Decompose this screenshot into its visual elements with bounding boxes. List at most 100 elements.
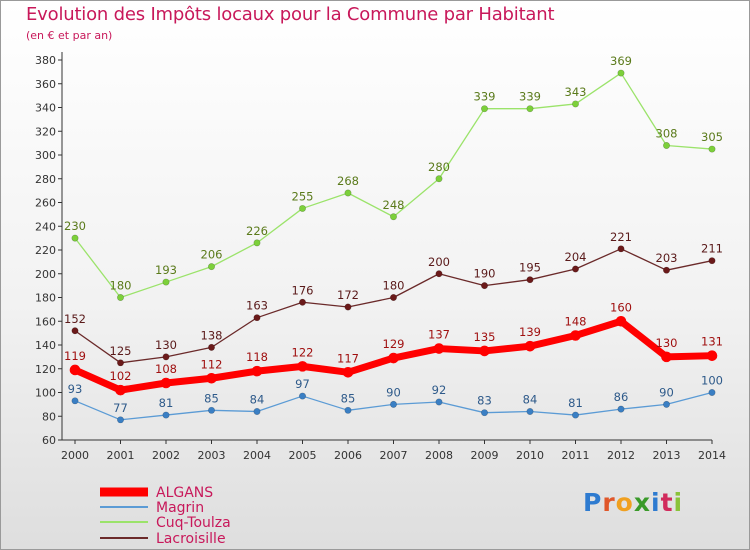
data-label: 77 <box>113 401 128 415</box>
data-point <box>162 353 170 361</box>
y-tick-label: 300 <box>35 149 56 162</box>
data-label: 93 <box>68 382 83 396</box>
data-label: 204 <box>565 250 587 264</box>
data-label: 206 <box>201 248 223 262</box>
data-label: 117 <box>337 351 359 365</box>
data-label: 339 <box>519 90 541 104</box>
data-point <box>617 405 625 413</box>
data-label: 308 <box>656 127 678 141</box>
data-label: 135 <box>474 330 496 344</box>
data-label: 148 <box>565 315 587 329</box>
data-label: 130 <box>155 338 177 352</box>
data-point <box>115 384 126 396</box>
data-point <box>662 266 670 274</box>
x-tick-label: 2001 <box>107 449 135 462</box>
data-point <box>117 416 125 424</box>
y-tick-label: 320 <box>35 125 56 138</box>
data-point <box>435 398 443 406</box>
data-label: 131 <box>701 335 723 349</box>
y-tick-label: 340 <box>35 102 56 115</box>
data-label: 163 <box>246 299 268 313</box>
data-label: 190 <box>474 267 496 281</box>
data-label: 305 <box>701 130 723 144</box>
data-label: 85 <box>204 391 219 405</box>
x-tick-label: 2003 <box>198 449 226 462</box>
data-point <box>297 361 308 372</box>
data-label: 180 <box>383 279 405 293</box>
x-tick-label: 2013 <box>653 449 681 462</box>
data-point <box>253 314 261 322</box>
logo-letter: i <box>673 488 684 517</box>
data-point <box>708 257 716 265</box>
legend-label: Cuq-Toulza <box>156 515 231 531</box>
y-tick-label: 120 <box>35 363 56 376</box>
data-point <box>570 330 581 341</box>
x-tick-label: 2005 <box>289 449 317 462</box>
data-label: 81 <box>159 396 174 410</box>
data-label: 83 <box>477 394 492 408</box>
data-label: 343 <box>565 85 587 99</box>
logo-letter: P <box>583 488 603 517</box>
x-tick-label: 2010 <box>516 449 544 462</box>
data-point <box>435 175 443 183</box>
data-label: 102 <box>110 369 132 383</box>
data-point <box>69 364 81 376</box>
data-label: 138 <box>201 328 223 342</box>
data-point <box>571 411 579 419</box>
data-point <box>479 345 490 357</box>
data-label: 221 <box>610 230 632 244</box>
data-label: 130 <box>656 336 678 350</box>
data-label: 139 <box>519 325 541 339</box>
y-tick-label: 100 <box>35 387 56 400</box>
data-point <box>342 367 354 378</box>
data-label: 90 <box>386 385 401 399</box>
data-label: 195 <box>519 261 541 275</box>
data-label: 230 <box>64 219 86 233</box>
data-label: 85 <box>341 391 356 405</box>
data-point <box>117 293 125 301</box>
data-point <box>480 105 488 113</box>
chart-subtitle: (en € et par an) <box>26 29 113 42</box>
data-point <box>435 270 443 278</box>
data-point <box>526 407 534 415</box>
data-label: 280 <box>428 160 450 174</box>
data-point <box>344 189 352 197</box>
data-point <box>71 327 79 335</box>
data-label: 81 <box>568 396 583 410</box>
data-label: 248 <box>383 198 405 212</box>
y-tick-label: 140 <box>35 339 56 352</box>
data-label: 172 <box>337 288 359 302</box>
logo-letter: x <box>633 488 651 517</box>
data-point <box>344 406 352 414</box>
y-tick-label: 60 <box>42 434 56 447</box>
legend-label: ALGANS <box>156 485 213 501</box>
data-point <box>208 406 216 414</box>
data-point <box>388 352 399 364</box>
data-point <box>251 365 263 377</box>
data-point <box>253 407 261 415</box>
y-tick-label: 180 <box>35 292 56 305</box>
y-tick-label: 260 <box>35 197 56 210</box>
x-tick-label: 2014 <box>698 449 726 462</box>
y-tick-label: 200 <box>35 268 56 281</box>
proxiti-logo: Proxiti <box>583 488 683 517</box>
data-label: 97 <box>295 377 310 391</box>
legend-label: Magrin <box>156 500 204 516</box>
data-point <box>389 213 397 221</box>
y-tick-label: 380 <box>35 54 56 67</box>
x-tick-label: 2008 <box>425 449 453 462</box>
data-label: 112 <box>201 357 223 371</box>
data-point <box>662 142 670 150</box>
data-point <box>208 343 216 351</box>
x-tick-label: 2009 <box>471 449 499 462</box>
data-label: 176 <box>292 283 314 297</box>
data-label: 369 <box>610 54 632 68</box>
x-tick-label: 2007 <box>380 449 408 462</box>
data-label: 118 <box>246 350 268 364</box>
data-label: 226 <box>246 224 268 238</box>
data-label: 129 <box>383 337 405 351</box>
data-label: 84 <box>250 393 265 407</box>
data-point <box>433 343 445 354</box>
x-tick-label: 2011 <box>562 449 590 462</box>
